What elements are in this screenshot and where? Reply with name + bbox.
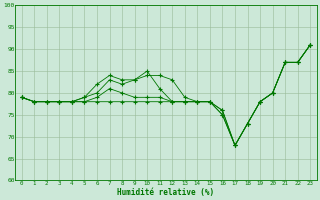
X-axis label: Humidité relative (%): Humidité relative (%) <box>117 188 214 197</box>
